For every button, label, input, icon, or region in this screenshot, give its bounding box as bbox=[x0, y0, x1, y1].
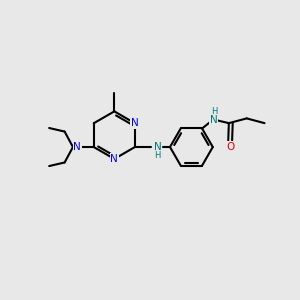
Text: N: N bbox=[209, 115, 217, 124]
Text: N: N bbox=[73, 142, 81, 152]
Text: O: O bbox=[226, 142, 234, 152]
Text: N: N bbox=[110, 154, 118, 164]
Text: H: H bbox=[212, 107, 218, 116]
Text: N: N bbox=[131, 118, 139, 128]
Text: H: H bbox=[154, 151, 161, 160]
Text: N: N bbox=[154, 142, 162, 152]
